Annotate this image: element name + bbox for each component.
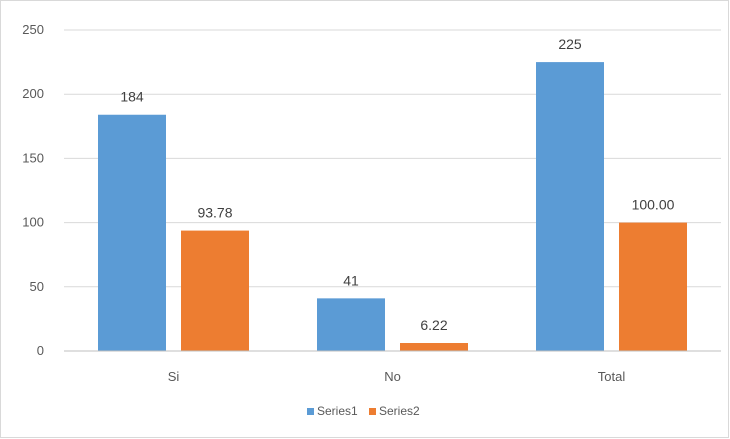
bar-series2-total — [619, 222, 687, 351]
data-labels: 184 93.78 41 6.22 225 100.00 — [120, 36, 674, 333]
x-tick-label: Total — [598, 369, 626, 384]
data-label: 100.00 — [632, 197, 675, 213]
bar-series1-total — [536, 62, 604, 351]
legend-label-series2: Series2 — [379, 404, 420, 418]
data-label: 225 — [558, 36, 582, 52]
bar-series1-si — [98, 114, 166, 351]
y-axis-tick-labels: 0 50 100 150 200 250 — [22, 22, 44, 358]
y-tick-label: 150 — [22, 150, 44, 165]
y-tick-label: 200 — [22, 86, 44, 101]
legend-label-series1: Series1 — [317, 404, 358, 418]
data-label: 93.78 — [197, 205, 232, 221]
y-tick-label: 100 — [22, 215, 44, 230]
data-label: 6.22 — [420, 317, 447, 333]
gridlines — [64, 29, 721, 288]
y-tick-label: 50 — [30, 279, 44, 294]
legend-swatch-series1 — [307, 408, 314, 415]
legend: Series1 Series2 — [307, 404, 420, 418]
bar-series1-no — [317, 298, 385, 351]
y-tick-label: 250 — [22, 22, 44, 37]
bar-series2-si — [181, 230, 249, 351]
x-tick-label: Si — [168, 369, 180, 384]
data-label: 184 — [120, 89, 144, 105]
x-axis-tick-labels: Si No Total — [168, 369, 626, 384]
legend-swatch-series2 — [369, 408, 376, 415]
x-tick-label: No — [384, 369, 401, 384]
y-tick-label: 0 — [37, 343, 44, 358]
bars — [98, 62, 687, 351]
bar-series2-no — [400, 343, 468, 351]
data-label: 41 — [343, 272, 359, 288]
